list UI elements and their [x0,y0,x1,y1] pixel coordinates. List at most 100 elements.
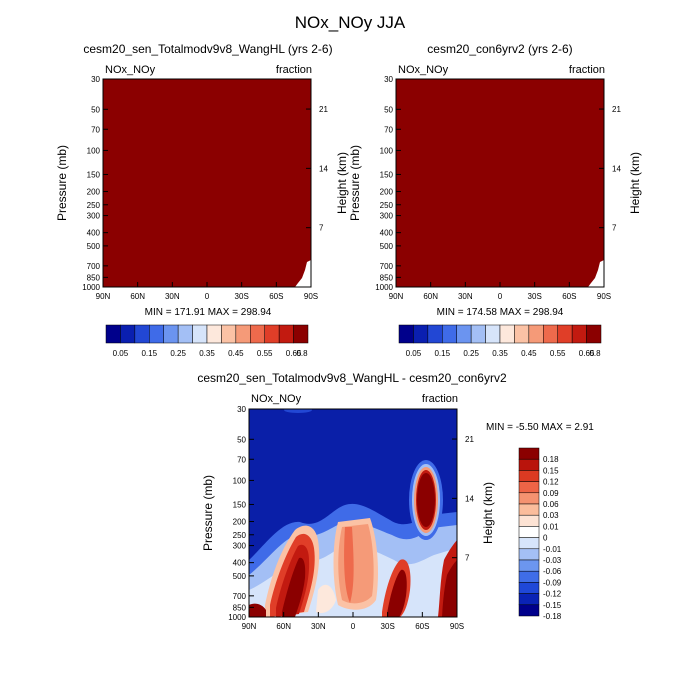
pressure-tick-label: 100 [233,476,247,485]
panel-1: cesm20_sen_Totalmodv9v8_WangHL (yrs 2-6)… [55,42,349,358]
colorbar-swatch [134,324,150,344]
pressure-tick-label: 300 [87,212,101,221]
colorbar-swatch [485,324,501,344]
colorbar-label: 0.06 [543,500,559,509]
pressure-tick-label: 700 [233,592,247,601]
panel-2-missing-region [588,260,604,287]
panel-1-ylabel-right: Height (km) [335,152,349,214]
pressure-tick-label: 1000 [82,283,100,292]
pressure-tick-label: 30 [384,75,393,84]
pressure-tick-label: 300 [380,212,394,221]
pressure-tick-label: 50 [237,435,246,444]
pressure-tick-label: 250 [233,531,247,540]
colorbar-label: 0.15 [141,349,157,358]
colorbar-swatch [518,492,540,505]
colorbar-swatch [518,582,540,594]
panel-3-colorbar: 0.18 0.15 0.12 0.09 0.06 0.03 0.01 0 -0.01 -0.03 -… [518,447,562,621]
colorbar-swatch [518,470,540,482]
pressure-tick-label: 700 [380,262,394,271]
colorbar-swatch [456,324,472,344]
colorbar-label: 0.35 [199,349,215,358]
colorbar-swatch [442,324,457,344]
latitude-tick-label: 90S [304,292,318,301]
pressure-tick-label: 250 [87,201,101,210]
pressure-tick-label: 500 [233,572,247,581]
panel-3-height-axis: 7 14 21 [452,435,474,563]
pressure-tick-label: 1000 [375,283,393,292]
pressure-tick-label: 70 [384,125,393,134]
pressure-tick-label: 30 [91,75,100,84]
colorbar-swatch [192,324,208,344]
panel-1-latitude-axis: 90N 60N 30N 0 30S 60S 90S [96,282,318,301]
pressure-tick-label: 250 [380,201,394,210]
figure-title: NOx_NOy JJA [295,13,406,32]
colorbar-label: 0.05 [406,349,422,358]
colorbar-swatch [518,458,540,471]
colorbar-swatch [571,324,587,344]
colorbar-label: 0.25 [463,349,479,358]
panel-1-title: cesm20_sen_Totalmodv9v8_WangHL (yrs 2-6) [83,42,332,56]
panel-3-latitude-axis: 90N 60N 30N 0 30S 60S 90S [242,612,464,631]
pressure-tick-label: 50 [384,105,393,114]
pressure-tick-label: 850 [87,273,101,282]
height-tick-label: 7 [465,554,470,563]
colorbar-label: 0.45 [228,349,244,358]
colorbar-swatch [518,559,540,572]
pressure-tick-label: 1000 [228,613,246,622]
height-tick-label: 21 [465,435,474,444]
colorbar-label: -0.15 [543,601,562,610]
latitude-tick-label: 30N [458,292,473,301]
latitude-tick-label: 30N [165,292,180,301]
colorbar-swatch [518,526,540,538]
pressure-tick-label: 100 [380,146,394,155]
pressure-tick-label: 400 [233,559,247,568]
colorbar-swatch [293,324,309,344]
colorbar-swatch [221,324,237,344]
panel-3-field [249,409,457,617]
height-tick-label: 7 [612,224,617,233]
panel-1-missing-region [295,260,311,287]
colorbar-swatch [499,324,515,344]
colorbar-label: 0.01 [543,522,559,531]
latitude-tick-label: 30S [528,292,542,301]
colorbar-label: 0 [543,534,548,543]
height-tick-label: 14 [319,164,328,173]
colorbar-label: 0.55 [257,349,273,358]
colorbar-swatch [518,514,540,527]
colorbar-swatch [427,324,443,344]
colorbar-swatch [518,593,540,606]
latitude-tick-label: 30S [235,292,249,301]
colorbar-label: -0.18 [543,612,562,621]
panel-2-field [396,79,604,287]
latitude-tick-label: 90N [389,292,404,301]
colorbar-swatch [518,503,540,516]
colorbar-swatch [514,324,530,344]
colorbar-swatch [278,324,294,344]
pressure-tick-label: 100 [87,146,101,155]
panel-3-title: cesm20_sen_Totalmodv9v8_WangHL - cesm20_… [197,371,507,385]
colorbar-swatch [518,570,540,583]
latitude-tick-label: 60N [276,622,291,631]
panel-2: cesm20_con6yrv2 (yrs 2-6) NOx_NOy fracti… [348,42,642,358]
latitude-tick-label: 60N [130,292,145,301]
colorbar-swatch [177,324,193,344]
panel-1-height-axis: 7 14 21 [306,105,328,233]
colorbar-swatch [528,324,544,344]
pressure-tick-label: 700 [87,262,101,271]
pressure-tick-label: 30 [237,405,246,414]
height-tick-label: 21 [612,105,621,114]
latitude-tick-label: 90N [96,292,111,301]
pressure-tick-label: 400 [87,229,101,238]
colorbar-swatch [586,324,602,344]
pressure-tick-label: 50 [91,105,100,114]
colorbar-swatch [206,324,222,344]
panel-3-ylabel-right: Height (km) [481,482,495,544]
panel-2-units-label: fraction [569,64,605,76]
colorbar-label: 0.45 [521,349,537,358]
pressure-tick-label: 70 [237,455,246,464]
panel-2-ylabel-right: Height (km) [628,152,642,214]
pressure-tick-label: 200 [233,518,247,527]
latitude-tick-label: 30S [381,622,395,631]
